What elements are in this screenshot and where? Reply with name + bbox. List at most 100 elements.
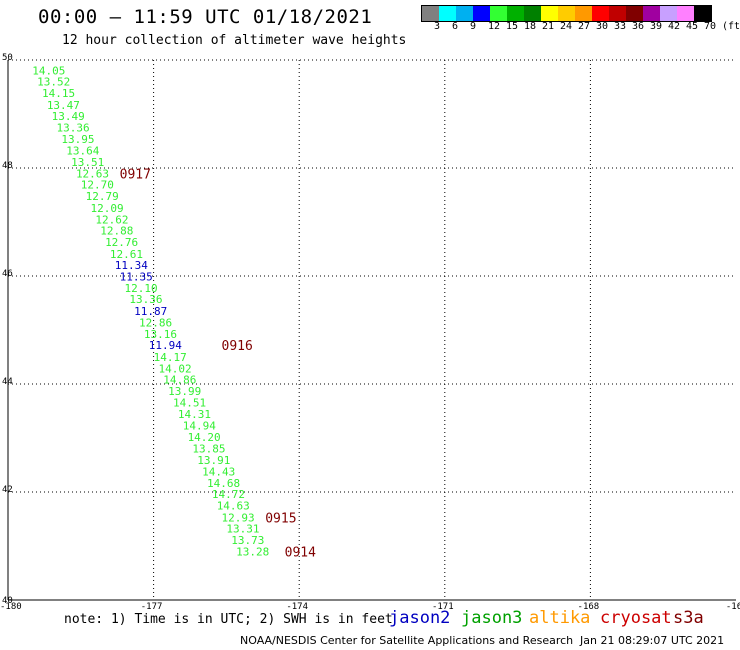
swh-value: 14.05	[32, 64, 65, 77]
swh-value: 13.31	[226, 523, 259, 536]
colorbar-swatch	[473, 6, 490, 21]
colorbar-swatch	[558, 6, 575, 21]
lat-tick-label: 42	[2, 485, 13, 495]
altimeter-map: 50 48 46 44 42 40 -180 -177 -174 -171 -168 -16 14.…	[0, 53, 740, 610]
colorbar-swatch	[456, 6, 473, 21]
lon-tick-label: -171	[432, 602, 454, 610]
credit-line: NOAA/NESDIS Center for Satellite Applica…	[240, 634, 574, 647]
swh-value: 13.16	[144, 328, 177, 341]
swh-value: 13.36	[57, 122, 90, 135]
swh-value: 14.51	[173, 396, 206, 409]
swh-value: 12.88	[100, 225, 133, 238]
pass-label: 0917	[120, 167, 151, 182]
swh-value: 13.36	[129, 293, 162, 306]
colorbar-label: 9	[470, 21, 477, 32]
swh-value: 14.68	[207, 477, 240, 490]
wave-height-colorbar	[421, 5, 712, 22]
colorbar-swatch	[524, 6, 541, 21]
swh-value: 13.52	[37, 76, 70, 89]
swh-observations: 14.0513.5214.1513.4713.4913.3613.9513.64…	[32, 64, 269, 558]
lat-tick-label: 44	[2, 377, 13, 387]
swh-value: 13.49	[52, 110, 85, 123]
swh-value: 11.34	[115, 259, 148, 272]
colorbar-swatch	[439, 6, 456, 21]
swh-value: 12.09	[91, 202, 124, 215]
legend-jason3: jason3	[461, 608, 523, 628]
swh-value: 13.85	[192, 442, 225, 455]
colorbar-swatch	[643, 6, 660, 21]
colorbar-label: 24	[560, 21, 573, 32]
colorbar-label: 39	[650, 21, 663, 32]
lat-tick-label: 48	[2, 161, 13, 171]
pass-labels: 0917 0916 0915 0914	[120, 167, 316, 560]
lat-tick-label: 46	[2, 269, 13, 279]
swh-value: 14.17	[154, 351, 187, 364]
colorbar-label: 30	[596, 21, 609, 32]
swh-value: 12.76	[105, 236, 138, 249]
swh-value: 13.99	[168, 385, 201, 398]
colorbar-swatch	[677, 6, 694, 21]
pass-label: 0916	[222, 339, 253, 354]
swh-value: 14.02	[158, 362, 191, 375]
colorbar-swatch	[422, 6, 439, 21]
lon-tick-label: -16	[726, 602, 740, 610]
swh-value: 12.79	[86, 190, 119, 203]
pass-label: 0915	[265, 511, 296, 526]
colorbar-label: 36	[632, 21, 645, 32]
swh-value: 12.10	[124, 282, 157, 295]
colorbar-label: 3	[434, 21, 441, 32]
lon-tick-label: -177	[141, 602, 163, 610]
colorbar-swatch	[660, 6, 677, 21]
swh-value: 13.73	[231, 534, 264, 547]
swh-value: 13.91	[197, 454, 230, 467]
swh-value: 13.47	[47, 99, 80, 112]
legend-altika: altika	[529, 608, 591, 628]
swh-value: 14.43	[202, 465, 235, 478]
swh-value: 14.31	[178, 408, 211, 421]
colorbar-swatch	[626, 6, 643, 21]
colorbar-label: 21	[542, 21, 555, 32]
swh-value: 13.51	[71, 156, 104, 169]
colorbar-label: 18	[524, 21, 537, 32]
colorbar-label: 33	[614, 21, 627, 32]
units-note: note: 1) Time is in UTC; 2) SWH is in fe…	[64, 612, 393, 627]
swh-value: 14.94	[183, 420, 216, 433]
colorbar-swatch	[575, 6, 592, 21]
colorbar-swatch	[694, 6, 711, 21]
swh-value: 14.20	[188, 431, 221, 444]
swh-value: 13.28	[236, 545, 269, 558]
swh-value: 12.61	[110, 248, 143, 261]
swh-value: 12.70	[81, 179, 114, 192]
swh-value: 14.86	[163, 374, 196, 387]
longitude-ticks: -180 -177 -174 -171 -168 -16	[0, 602, 740, 610]
swh-value: 11.35	[120, 271, 153, 284]
swh-value: 12.93	[222, 511, 255, 524]
swh-value: 11.87	[134, 305, 167, 318]
legend-jason2: jason2	[389, 608, 451, 628]
legend-cryosat: cryosat	[600, 608, 672, 628]
lat-lon-grid	[7, 59, 736, 601]
colorbar-label: 15	[506, 21, 519, 32]
colorbar-swatch	[541, 6, 558, 21]
lat-tick-label: 50	[2, 53, 13, 63]
swh-value: 13.64	[66, 145, 99, 158]
swh-value: 12.62	[95, 213, 128, 226]
swh-value: 12.86	[139, 316, 172, 329]
colorbar-label: 45	[686, 21, 699, 32]
swh-value: 11.94	[149, 339, 182, 352]
colorbar-label: 6	[452, 21, 459, 32]
pass-label: 0914	[285, 545, 316, 560]
swh-value: 12.63	[76, 167, 109, 180]
swh-value: 14.72	[212, 488, 245, 501]
lon-tick-label: -168	[578, 602, 600, 610]
lon-tick-label: -174	[286, 602, 308, 610]
map-subtitle: 12 hour collection of altimeter wave hei…	[62, 33, 407, 48]
map-title: 00:00 – 11:59 UTC 01/18/2021	[38, 6, 373, 28]
swh-value: 14.63	[217, 500, 250, 513]
swh-value: 13.95	[61, 133, 94, 146]
colorbar-label: 70	[704, 21, 717, 32]
colorbar-swatch	[490, 6, 507, 21]
colorbar-label: 27	[578, 21, 591, 32]
colorbar-label: 42	[668, 21, 681, 32]
